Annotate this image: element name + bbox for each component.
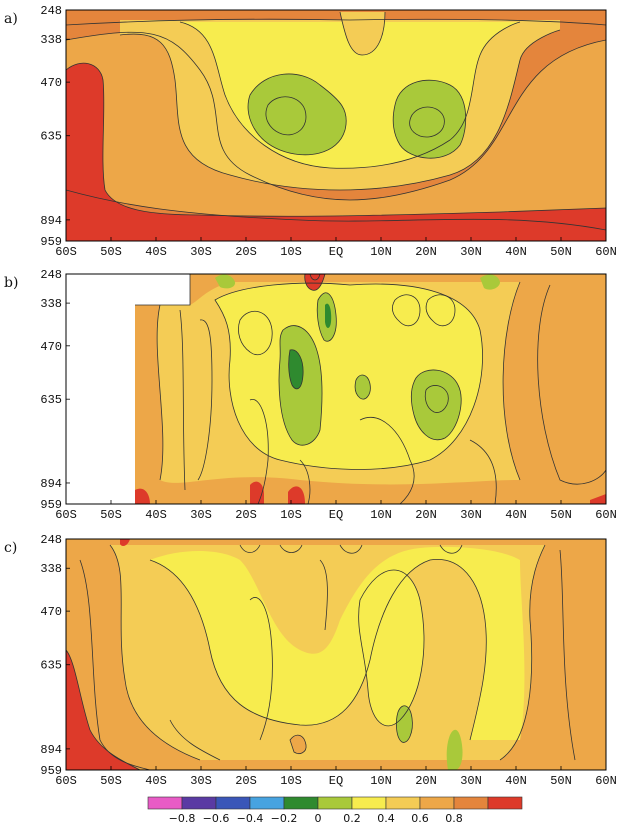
y-tick-label: 248 bbox=[40, 4, 62, 18]
y-tick-label: 959 bbox=[40, 498, 62, 512]
x-tick-label: 40N bbox=[505, 245, 527, 259]
x-tick-label: 20S bbox=[235, 245, 257, 259]
y-tick-label: 470 bbox=[40, 605, 62, 619]
panel-a-min-right bbox=[393, 80, 466, 158]
panel-b-missing-top bbox=[66, 274, 190, 305]
colorbar-label: 0 bbox=[315, 812, 322, 825]
x-tick-label: 20N bbox=[415, 245, 437, 259]
x-tick-label: 30N bbox=[460, 245, 482, 259]
x-tick-label: 30S bbox=[190, 508, 212, 522]
x-tick-label: 10S bbox=[280, 774, 302, 788]
colorbar-label: −0.2 bbox=[271, 812, 298, 825]
y-tick-label: 635 bbox=[40, 130, 62, 144]
colorbar-label: 0.8 bbox=[445, 812, 463, 825]
colorbar-label: −0.4 bbox=[237, 812, 264, 825]
colorbar-swatch bbox=[250, 797, 284, 809]
colorbar-swatch bbox=[420, 797, 454, 809]
x-tick-label: 50S bbox=[100, 508, 122, 522]
colorbar-label: −0.6 bbox=[203, 812, 230, 825]
y-tick-label: 338 bbox=[40, 33, 62, 47]
y-tick-label: 894 bbox=[40, 743, 62, 757]
colorbar: −0.8 −0.6 −0.4 −0.2 0 0.2 0.4 0.6 0.8 bbox=[148, 797, 522, 825]
colorbar-swatch bbox=[352, 797, 386, 809]
x-tick-label: 10S bbox=[280, 508, 302, 522]
panel-a-label: a) bbox=[4, 11, 18, 27]
y-tick-label: 635 bbox=[40, 659, 62, 673]
colorbar-swatch bbox=[318, 797, 352, 809]
colorbar-swatch bbox=[216, 797, 250, 809]
panel-a-field bbox=[66, 10, 606, 241]
x-tick-label: 50N bbox=[550, 508, 572, 522]
x-tick-label: 10N bbox=[370, 508, 392, 522]
x-tick-label: 30N bbox=[460, 508, 482, 522]
x-tick-label: 40S bbox=[145, 508, 167, 522]
x-tick-label: 10S bbox=[280, 245, 302, 259]
x-tick-label: 50N bbox=[550, 245, 572, 259]
x-tick-label: 20N bbox=[415, 508, 437, 522]
x-tick-label: EQ bbox=[329, 774, 343, 788]
y-tick-label: 894 bbox=[40, 214, 62, 228]
x-tick-label: 40N bbox=[505, 508, 527, 522]
x-tick-label: 20S bbox=[235, 508, 257, 522]
y-tick-label: 959 bbox=[40, 764, 62, 778]
panel-c-field bbox=[66, 539, 606, 770]
colorbar-swatch bbox=[284, 797, 318, 809]
panel-b-field bbox=[66, 274, 606, 504]
x-tick-label: 40S bbox=[145, 245, 167, 259]
x-tick-label: 50S bbox=[100, 245, 122, 259]
panel-c-label: c) bbox=[4, 540, 17, 556]
x-tick-label: 50N bbox=[550, 774, 572, 788]
colorbar-swatch bbox=[386, 797, 420, 809]
x-tick-label: 30N bbox=[460, 774, 482, 788]
y-tick-label: 959 bbox=[40, 235, 62, 249]
x-tick-label: 30S bbox=[190, 245, 212, 259]
y-tick-label: 470 bbox=[40, 76, 62, 90]
colorbar-label: 0.4 bbox=[377, 812, 395, 825]
x-tick-label: 20N bbox=[415, 774, 437, 788]
panel-c: c) bbox=[4, 533, 617, 788]
x-tick-label: 60N bbox=[595, 508, 617, 522]
x-tick-label: EQ bbox=[329, 508, 343, 522]
x-tick-label: 20S bbox=[235, 774, 257, 788]
x-tick-label: 10N bbox=[370, 774, 392, 788]
colorbar-label: 0.2 bbox=[343, 812, 361, 825]
y-tick-label: 338 bbox=[40, 562, 62, 576]
panel-b-label: b) bbox=[4, 275, 18, 291]
y-tick-label: 248 bbox=[40, 533, 62, 547]
colorbar-swatch bbox=[148, 797, 182, 809]
panel-b: b) bbox=[4, 268, 617, 522]
y-tick-label: 248 bbox=[40, 268, 62, 282]
x-tick-label: 60N bbox=[595, 245, 617, 259]
panel-b-missing-left bbox=[66, 305, 135, 504]
panel-a: a) 60S 50S 40S bbox=[4, 4, 617, 259]
x-tick-label: EQ bbox=[329, 245, 343, 259]
colorbar-label: −0.8 bbox=[169, 812, 196, 825]
colorbar-swatch bbox=[488, 797, 522, 809]
y-tick-label: 635 bbox=[40, 393, 62, 407]
x-tick-label: 10N bbox=[370, 245, 392, 259]
x-tick-label: 50S bbox=[100, 774, 122, 788]
y-tick-label: 338 bbox=[40, 297, 62, 311]
x-tick-label: 40S bbox=[145, 774, 167, 788]
x-tick-label: 30S bbox=[190, 774, 212, 788]
x-tick-label: 60N bbox=[595, 774, 617, 788]
colorbar-swatch bbox=[454, 797, 488, 809]
y-tick-label: 470 bbox=[40, 340, 62, 354]
x-tick-label: 40N bbox=[505, 774, 527, 788]
colorbar-swatch bbox=[182, 797, 216, 809]
y-tick-label: 894 bbox=[40, 477, 62, 491]
colorbar-label: 0.6 bbox=[411, 812, 429, 825]
